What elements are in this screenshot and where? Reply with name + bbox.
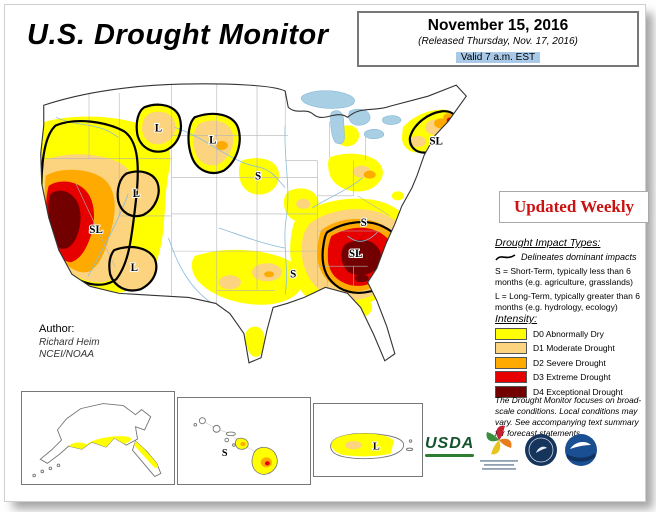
d0-swatch bbox=[495, 327, 527, 340]
impact-label: SL bbox=[89, 224, 103, 236]
alaska-inset bbox=[21, 391, 175, 485]
impact-types-panel: Drought Impact Types: Delineates dominan… bbox=[495, 237, 653, 313]
us-drought-map: L L L S SL L S S SL SL bbox=[40, 83, 467, 364]
d4-swatch bbox=[495, 385, 527, 398]
usda-logo-swoosh bbox=[425, 454, 475, 457]
d1-swatch bbox=[495, 342, 527, 354]
d0-label: D0 Abnormally Dry bbox=[533, 328, 604, 339]
puerto-rico-map: L bbox=[330, 433, 414, 460]
puerto-rico-impact-label: L bbox=[373, 441, 380, 452]
impact-label: S bbox=[290, 268, 296, 280]
legend-row: D2 Severe Drought bbox=[495, 356, 653, 369]
page-title: U.S. Drought Monitor bbox=[27, 19, 329, 51]
noaa-logo bbox=[564, 433, 598, 472]
d1-label: D1 Moderate Drought bbox=[533, 343, 615, 353]
d4-label: D4 Exceptional Drought bbox=[533, 386, 623, 397]
d2-label: D2 Severe Drought bbox=[533, 357, 606, 368]
legend-row: D4 Exceptional Drought bbox=[495, 385, 653, 398]
usda-logo: USDA bbox=[425, 435, 475, 457]
impact-curve-icon bbox=[495, 254, 516, 261]
impact-outlines bbox=[40, 103, 459, 295]
rivers bbox=[55, 116, 379, 307]
commerce-seal bbox=[524, 433, 558, 472]
impact-label: L bbox=[155, 122, 162, 134]
state-borders bbox=[43, 84, 390, 305]
impact-label: SL bbox=[429, 135, 443, 147]
alaska-map bbox=[32, 403, 162, 478]
disclaimer-note: The Drought Monitor focuses on broad-sca… bbox=[495, 395, 642, 438]
document-page: U.S. Drought Monitor November 15, 2016 (… bbox=[4, 4, 649, 502]
release-date: (Released Thursday, Nov. 17, 2016) bbox=[418, 36, 578, 47]
updated-weekly-badge: Updated Weekly bbox=[499, 191, 649, 223]
delineates-label: Delineates dominant impacts bbox=[521, 252, 637, 262]
puerto-rico-inset: L bbox=[313, 403, 423, 477]
hawaii-inset: S bbox=[177, 397, 311, 485]
impact-label: L bbox=[209, 134, 216, 146]
legend-row: D1 Moderate Drought bbox=[495, 342, 653, 354]
author-block: Author: Richard Heim NCEI/NOAA bbox=[39, 323, 100, 362]
drought-mitigation-center-logo bbox=[478, 424, 520, 477]
legend-row: D3 Extreme Drought bbox=[495, 371, 653, 383]
usda-logo-text: USDA bbox=[425, 435, 475, 452]
d3-label: D3 Extreme Drought bbox=[533, 372, 611, 382]
d2-swatch bbox=[495, 356, 527, 369]
impact-label: L bbox=[133, 188, 140, 200]
author-org: NCEI/NOAA bbox=[39, 349, 95, 361]
map-date: November 15, 2016 bbox=[427, 17, 569, 34]
impact-label: S bbox=[361, 217, 367, 229]
hawaii-impact-label: S bbox=[222, 448, 228, 459]
hawaii-map: S bbox=[193, 417, 278, 475]
d3-swatch bbox=[495, 371, 527, 383]
impact-label: S bbox=[255, 171, 261, 183]
map-impact-labels: L L L S SL L S S SL SL bbox=[88, 121, 444, 281]
author-label: Author: bbox=[39, 323, 75, 335]
impact-types-heading: Drought Impact Types: bbox=[495, 237, 601, 249]
intensity-legend: Intensity: D0 Abnormally Dry D1 Moderate… bbox=[495, 313, 653, 398]
impact-label: L bbox=[131, 262, 138, 274]
short-term-note: S = Short-Term, typically less than 6 mo… bbox=[495, 266, 633, 287]
author-name: Richard Heim bbox=[39, 336, 100, 348]
valid-time: Valid 7 a.m. EST bbox=[455, 52, 541, 63]
legend-row: D0 Abnormally Dry bbox=[495, 327, 653, 340]
date-panel: November 15, 2016 (Released Thursday, No… bbox=[357, 11, 639, 67]
intensity-heading: Intensity: bbox=[495, 313, 538, 325]
long-term-note: L = Long-Term, typically greater than 6 … bbox=[495, 291, 640, 312]
impact-label: SL bbox=[349, 248, 363, 260]
